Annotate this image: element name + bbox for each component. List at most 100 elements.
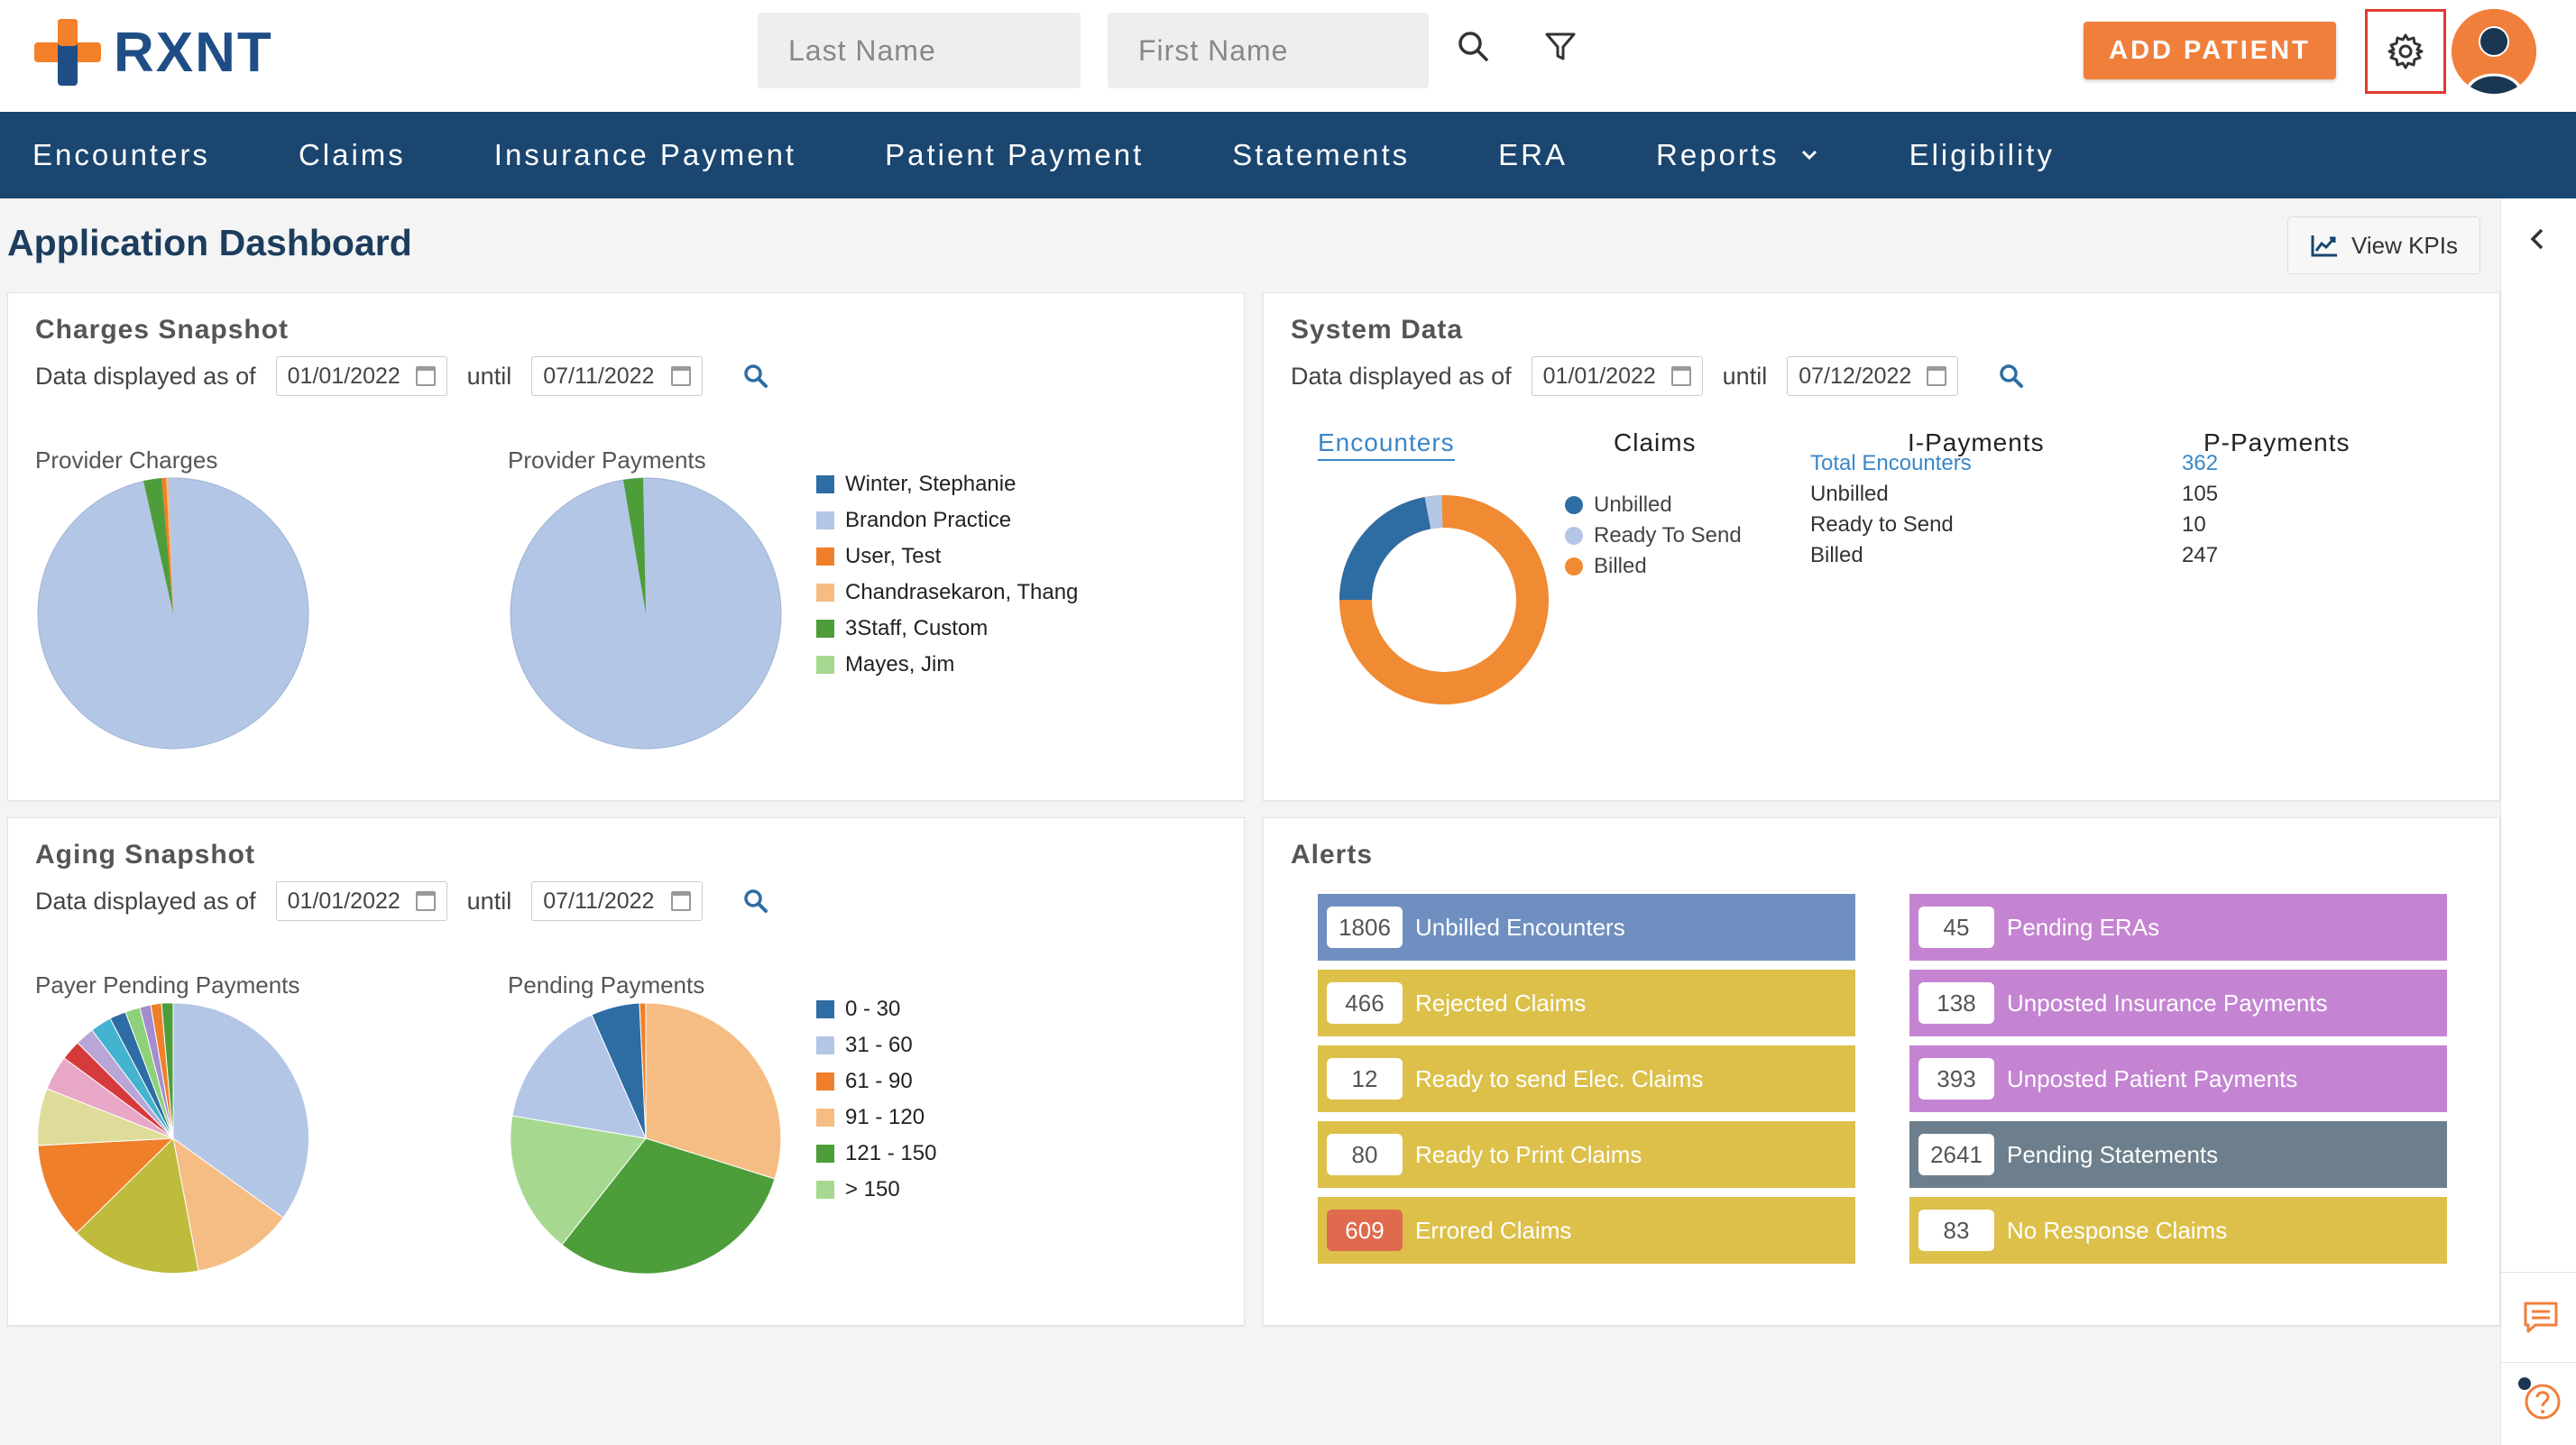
legend-swatch <box>816 511 834 529</box>
legend-swatch <box>816 1145 834 1163</box>
alert-pending-statements[interactable]: 2641 Pending Statements <box>1909 1121 2447 1188</box>
to-date-input[interactable]: 07/11/2022 <box>531 881 704 921</box>
first-name-input[interactable] <box>1108 13 1429 88</box>
nav-reports[interactable]: Reports <box>1656 138 1821 172</box>
pending-payments-label: Pending Payments <box>508 971 705 999</box>
total-encounters-value[interactable]: 362 <box>2182 451 2219 475</box>
to-date-input[interactable]: 07/12/2022 <box>1787 356 1959 396</box>
from-date-input[interactable]: 01/01/2022 <box>275 881 447 921</box>
chat-icon[interactable] <box>2523 1301 2559 1335</box>
nav-label: Eligibility <box>1909 138 2055 171</box>
nav-label: Statements <box>1232 138 1411 171</box>
nav-claims[interactable]: Claims <box>299 138 406 172</box>
nav-encounters[interactable]: Encounters <box>32 138 210 172</box>
legend-item: 31 - 60 <box>816 1027 936 1063</box>
legend-swatch <box>816 548 834 566</box>
tab-encounters[interactable]: Encounters <box>1318 428 1455 461</box>
encounters-donut <box>1339 495 1549 704</box>
date-prefix-label: Data displayed as of <box>35 362 256 390</box>
legend-swatch <box>816 584 834 602</box>
chevron-left-icon[interactable] <box>2526 225 2548 253</box>
legend-swatch <box>816 620 834 638</box>
donut-legend: Unbilled Ready To Send Billed <box>1565 490 1742 582</box>
alert-unposted-insurance[interactable]: 138 Unposted Insurance Payments <box>1909 970 2447 1036</box>
alert-rejected-claims[interactable]: 466 Rejected Claims <box>1318 970 1855 1036</box>
view-kpis-button[interactable]: View KPIs <box>2287 216 2480 274</box>
charges-legend: Winter, Stephanie Brandon Practice User,… <box>816 466 1096 683</box>
nav-statements[interactable]: Statements <box>1232 138 1410 172</box>
legend-dot <box>1565 496 1583 514</box>
pie-slice <box>76 1137 199 1275</box>
legend-swatch <box>816 1036 834 1054</box>
alert-ready-print-claims[interactable]: 80 Ready to Print Claims <box>1318 1121 1855 1188</box>
search-icon[interactable] <box>1998 363 2025 390</box>
legend-label: 3Staff, Custom <box>845 616 989 640</box>
alert-unbilled-encounters[interactable]: 1806 Unbilled Encounters <box>1318 894 1855 961</box>
card-title: Aging Snapshot <box>35 840 255 870</box>
from-date-value: 01/01/2022 <box>287 888 400 914</box>
calendar-icon <box>671 366 692 386</box>
top-header: RXNT ADD PATIENT <box>0 0 2576 112</box>
nav-patient-payment[interactable]: Patient Payment <box>885 138 1144 172</box>
pie-slice <box>561 1137 776 1275</box>
tab-claims[interactable]: Claims <box>1614 428 1697 456</box>
logo-text: RXNT <box>114 21 273 84</box>
alert-label: Ready to send Elec. Claims <box>1415 1064 1704 1092</box>
legend-item: Mayes, Jim <box>816 647 1096 683</box>
legend-swatch <box>816 656 834 674</box>
alert-count: 609 <box>1327 1210 1403 1251</box>
from-date-input[interactable]: 01/01/2022 <box>275 356 447 396</box>
stat-label: Billed <box>1810 543 1863 567</box>
nav-insurance-payment[interactable]: Insurance Payment <box>494 138 796 172</box>
alert-no-response-claims[interactable]: 83 No Response Claims <box>1909 1197 2447 1264</box>
alert-label: Pending Statements <box>2007 1140 2219 1168</box>
legend-swatch <box>816 1109 834 1127</box>
nav-eligibility[interactable]: Eligibility <box>1909 138 2055 172</box>
search-icon[interactable] <box>742 888 769 915</box>
total-encounters-link[interactable]: Total Encounters <box>1810 451 1972 475</box>
legend-item: 0 - 30 <box>816 991 936 1027</box>
search-icon[interactable] <box>1447 20 1501 74</box>
legend-item: Billed <box>1565 551 1742 582</box>
alert-ready-elec-claims[interactable]: 12 Ready to send Elec. Claims <box>1318 1045 1855 1112</box>
nav-era[interactable]: ERA <box>1498 138 1568 172</box>
logo-cross-icon <box>34 19 101 86</box>
calendar-icon <box>671 891 692 911</box>
to-date-value: 07/11/2022 <box>543 888 655 914</box>
stat-value: 105 <box>2182 482 2219 506</box>
alert-label: Ready to Print Claims <box>1415 1140 1642 1168</box>
tab-p-payments[interactable]: P-Payments <box>2203 428 2351 456</box>
filter-icon[interactable] <box>1533 20 1587 74</box>
system-data-card: System Data Data displayed as of 01/01/2… <box>1263 292 2500 801</box>
add-patient-button[interactable]: ADD PATIENT <box>2084 22 2336 79</box>
last-name-input[interactable] <box>758 13 1081 88</box>
pending-payments-pie <box>510 1002 782 1275</box>
legend-item: Brandon Practice <box>816 502 1096 538</box>
main-nav: Encounters Claims Insurance Payment Pati… <box>0 112 2576 198</box>
alert-errored-claims[interactable]: 609 Errored Claims <box>1318 1197 1855 1264</box>
tab-i-payments[interactable]: I-Payments <box>1908 428 2045 456</box>
calendar-icon <box>415 891 436 911</box>
legend-label: 91 - 120 <box>845 1105 925 1129</box>
from-date-input[interactable]: 01/01/2022 <box>1531 356 1703 396</box>
alert-count: 83 <box>1918 1210 1994 1251</box>
settings-button[interactable] <box>2365 9 2446 94</box>
help-icon[interactable] <box>2517 1376 2562 1422</box>
to-date-value: 07/11/2022 <box>543 363 655 389</box>
stat-value: 10 <box>2182 512 2206 537</box>
alert-label: Pending ERAs <box>2007 913 2160 941</box>
view-kpis-label: View KPIs <box>2351 231 2458 259</box>
rxnt-logo[interactable]: RXNT <box>34 18 273 87</box>
legend-item: > 150 <box>816 1172 936 1208</box>
until-label: until <box>466 887 512 915</box>
alert-pending-eras[interactable]: 45 Pending ERAs <box>1909 894 2447 961</box>
alert-unposted-patient[interactable]: 393 Unposted Patient Payments <box>1909 1045 2447 1112</box>
search-icon[interactable] <box>742 363 769 390</box>
to-date-input[interactable]: 07/11/2022 <box>531 356 704 396</box>
until-label: until <box>466 362 512 390</box>
alert-count: 45 <box>1918 907 1994 948</box>
date-prefix-label: Data displayed as of <box>35 887 256 915</box>
until-label: until <box>1722 362 1768 390</box>
user-avatar-icon[interactable] <box>2452 9 2536 94</box>
chart-line-icon <box>2311 235 2337 257</box>
